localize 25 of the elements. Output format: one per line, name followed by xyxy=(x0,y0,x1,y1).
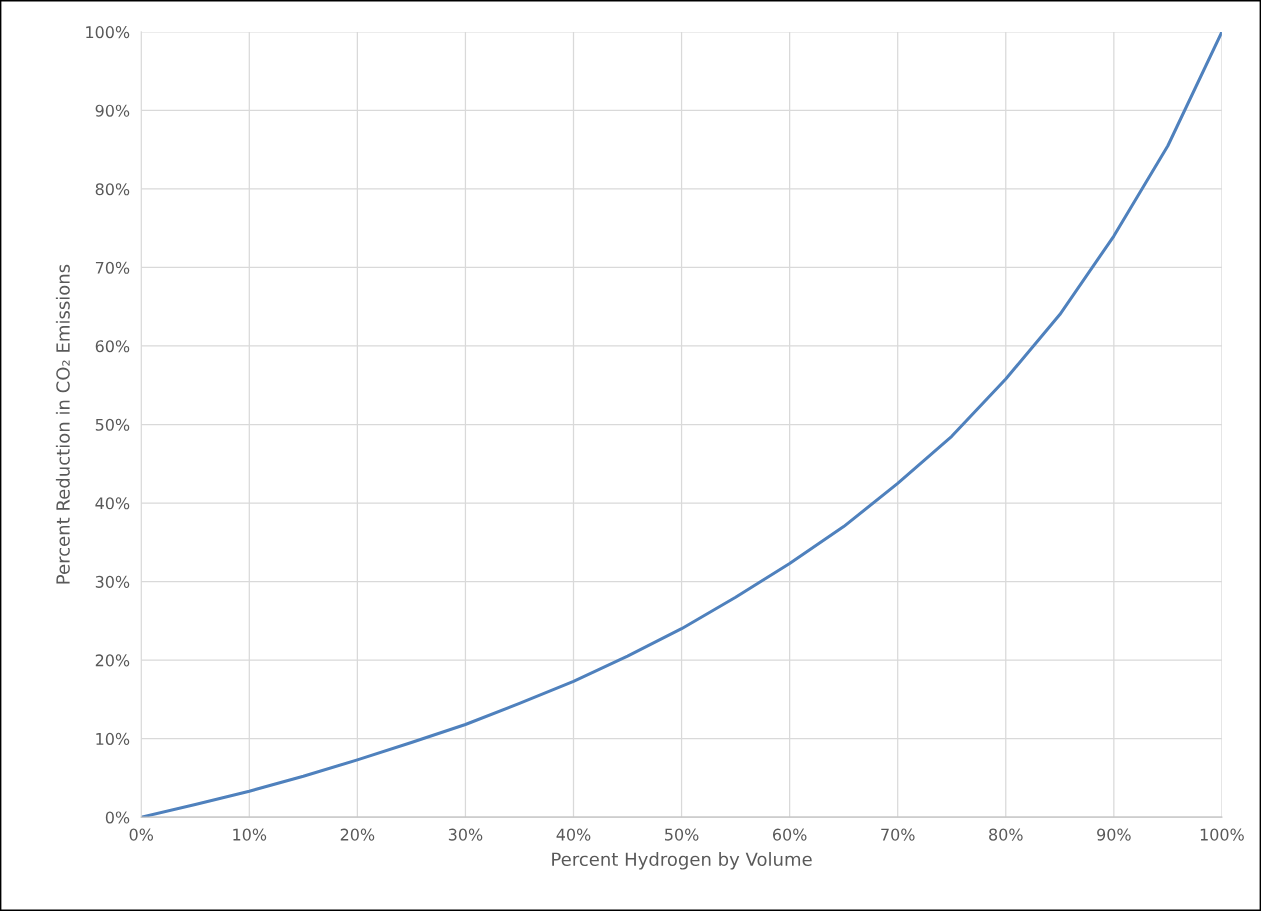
y-tick-label: 0% xyxy=(105,811,130,824)
x-tick-label: 90% xyxy=(1097,828,1131,841)
x-tick-label: 80% xyxy=(989,828,1023,841)
x-tick-label: 70% xyxy=(881,828,915,841)
y-tick-label: 100% xyxy=(86,26,130,39)
x-tick-label: 100% xyxy=(1200,828,1244,841)
x-tick-label: 60% xyxy=(773,828,807,841)
y-tick-label: 40% xyxy=(95,497,130,510)
y-tick-label: 80% xyxy=(95,183,130,196)
x-tick-label: 10% xyxy=(233,828,267,841)
x-tick-label: 50% xyxy=(665,828,699,841)
x-tick-label: 0% xyxy=(129,828,154,841)
y-axis-title: Percent Reduction in CO₂ Emissions xyxy=(55,264,70,584)
x-tick-label: 20% xyxy=(340,828,375,841)
y-tick-label: 30% xyxy=(95,575,130,588)
y-tick-label: 70% xyxy=(95,261,130,274)
x-axis-title: Percent Hydrogen by Volume xyxy=(552,852,812,870)
y-tick-label: 90% xyxy=(95,104,130,117)
y-tick-label: 20% xyxy=(95,654,130,667)
x-tick-label: 40% xyxy=(556,828,591,841)
y-tick-label: 50% xyxy=(95,418,130,431)
y-tick-label: 10% xyxy=(96,732,130,745)
y-tick-label: 60% xyxy=(95,340,130,353)
x-tick-label: 30% xyxy=(448,828,483,841)
line-series xyxy=(141,31,1222,818)
